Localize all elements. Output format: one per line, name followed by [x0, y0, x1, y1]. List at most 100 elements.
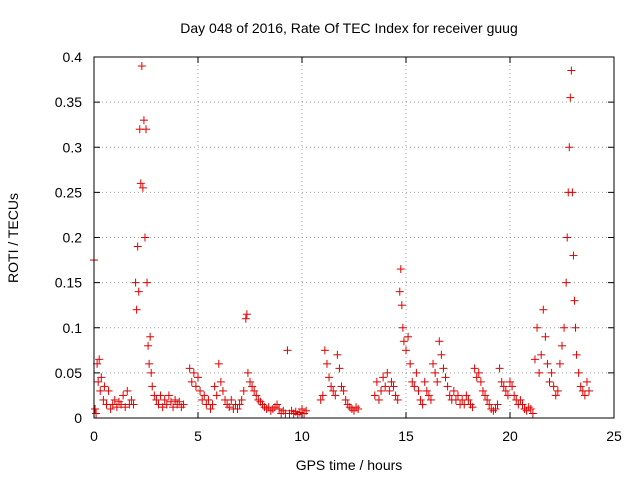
data-point: [468, 403, 477, 412]
data-point: [164, 391, 173, 400]
data-point: [216, 377, 225, 386]
plot-frame: [93, 56, 615, 419]
data-point: [476, 377, 485, 386]
data-point: [420, 377, 429, 386]
x-tick-label: 10: [294, 428, 310, 444]
data-point: [491, 404, 500, 413]
data-point: [147, 368, 156, 377]
data-point: [572, 350, 581, 359]
data-point: [501, 386, 510, 395]
data-point: [169, 403, 178, 412]
data-point: [474, 368, 483, 377]
y-tick-label: 0.25: [55, 184, 82, 200]
data-point: [95, 355, 104, 364]
data-point: [227, 395, 236, 404]
data-point: [235, 400, 244, 409]
data-point: [204, 395, 213, 404]
data-point: [293, 410, 302, 419]
data-point: [127, 395, 136, 404]
data-point: [241, 314, 250, 323]
data-point: [142, 125, 150, 134]
data-point: [189, 368, 198, 377]
data-point: [389, 382, 398, 391]
data-point: [562, 278, 571, 287]
data-point: [576, 382, 585, 391]
data-point: [414, 386, 423, 395]
data-point: [218, 386, 227, 395]
data-point: [99, 395, 108, 404]
data-point: [374, 395, 383, 404]
data-point: [569, 251, 578, 260]
data-point: [139, 116, 148, 125]
data-point: [341, 395, 350, 404]
data-point: [524, 403, 533, 412]
data-point: [539, 305, 548, 314]
data-point: [162, 400, 171, 409]
data-point: [133, 242, 142, 251]
data-point: [119, 391, 128, 400]
data-point: [565, 143, 574, 152]
data-point: [522, 406, 531, 415]
data-point: [97, 373, 106, 382]
data-point: [566, 93, 575, 102]
data-point: [208, 400, 217, 409]
data-point: [433, 377, 442, 386]
data-point: [396, 265, 405, 274]
data-point: [210, 382, 219, 391]
data-point: [533, 323, 542, 332]
data-point: [191, 382, 200, 391]
data-point: [320, 346, 329, 355]
data-point: [318, 391, 327, 400]
y-tick-label: 0.35: [55, 94, 82, 110]
data-point: [441, 373, 450, 382]
data-point: [580, 391, 589, 400]
data-point: [252, 391, 261, 400]
data-point: [138, 183, 147, 192]
data-point: [499, 382, 508, 391]
data-point: [470, 364, 479, 373]
data-point: [110, 395, 119, 404]
data-point: [404, 332, 413, 341]
data-point: [179, 400, 188, 409]
data-point: [154, 400, 163, 409]
data-point: [185, 364, 194, 373]
x-tick-label: 5: [194, 428, 202, 444]
data-point: [233, 404, 242, 413]
data-point: [196, 386, 205, 395]
data-point: [134, 287, 143, 296]
data-point: [266, 406, 275, 415]
y-tick-label: 0: [74, 410, 82, 426]
data-point: [547, 368, 556, 377]
data-point: [387, 377, 396, 386]
data-point: [560, 323, 569, 332]
data-point: [131, 278, 140, 287]
data-point: [483, 395, 492, 404]
data-point: [563, 233, 572, 242]
data-point: [379, 373, 388, 382]
data-point: [187, 377, 196, 386]
y-axis-label: ROTI / TECUs: [5, 193, 21, 283]
y-tick-label: 0.05: [55, 365, 82, 381]
axis-ticks: 0 5 10 15 20 25 0 0.05 0.1 0.15 0.2 0.25 0.3 0.35 0.4: [55, 49, 622, 444]
data-point: [508, 382, 517, 391]
data-points: [90, 62, 594, 419]
data-point: [398, 323, 407, 332]
data-point: [391, 391, 400, 400]
data-point: [431, 368, 440, 377]
x-tick-label: 25: [606, 428, 622, 444]
data-point: [337, 382, 346, 391]
data-point: [92, 409, 101, 418]
data-point: [225, 403, 234, 412]
data-point: [422, 386, 431, 395]
data-point: [248, 382, 257, 391]
data-point: [543, 359, 552, 368]
data-point: [121, 403, 130, 412]
x-tick-label: 20: [502, 428, 518, 444]
data-point: [100, 382, 109, 391]
data-point: [481, 391, 490, 400]
data-point: [148, 382, 157, 391]
data-point: [214, 359, 223, 368]
data-point: [585, 386, 594, 395]
data-point: [194, 373, 202, 382]
